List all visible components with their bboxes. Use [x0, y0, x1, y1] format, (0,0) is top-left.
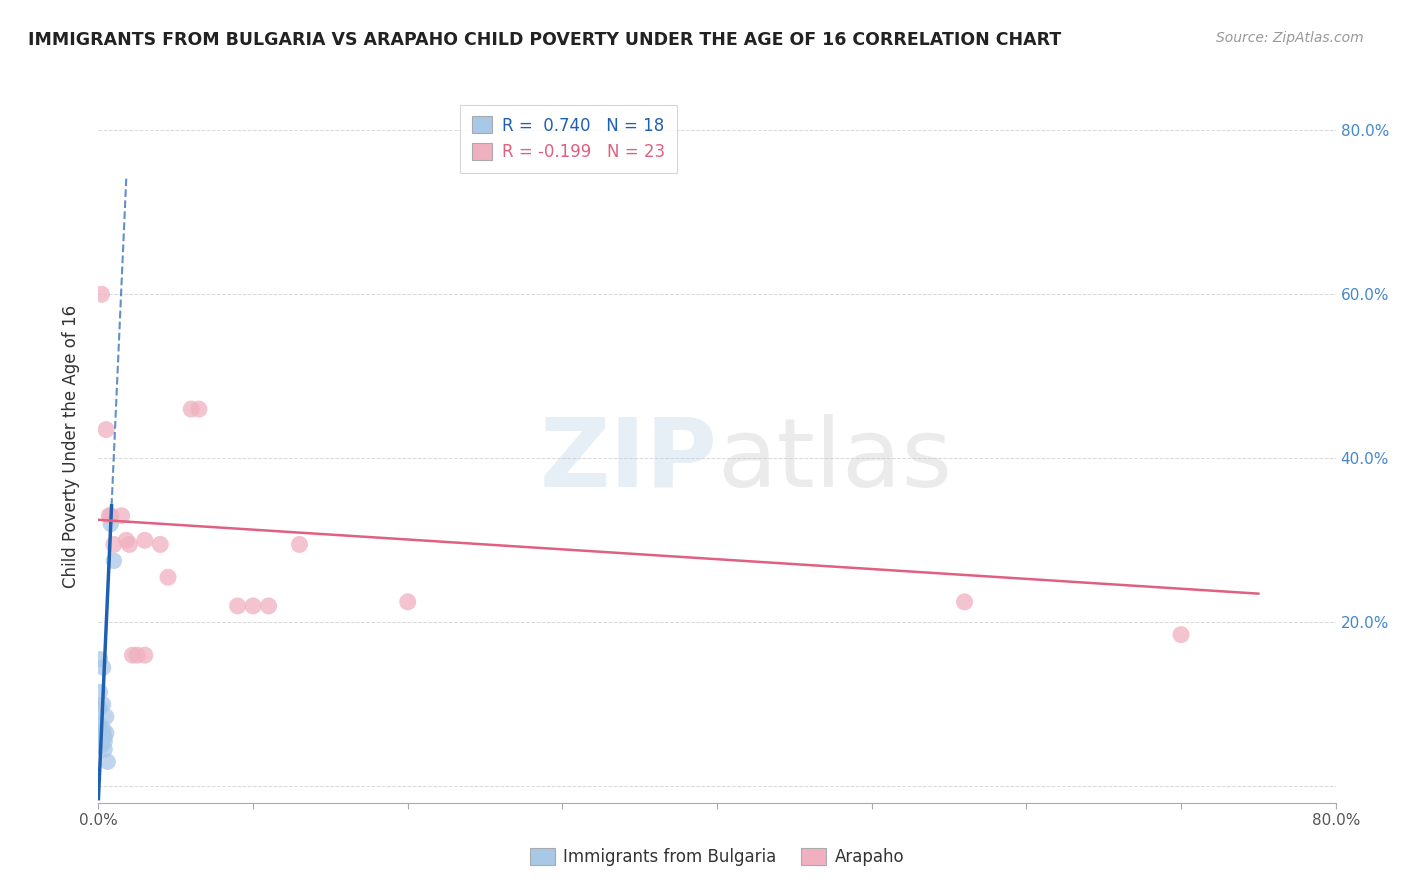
Point — [98, 508, 121, 523]
Point — [96, 726, 118, 740]
Point — [89, 652, 111, 666]
Point — [118, 537, 141, 551]
Point — [242, 599, 264, 613]
Point — [89, 685, 111, 699]
Point — [953, 595, 976, 609]
Point — [127, 648, 149, 662]
Text: ZIP: ZIP — [538, 414, 717, 507]
Point — [97, 755, 120, 769]
Point — [100, 508, 122, 523]
Point — [257, 599, 280, 613]
Point — [149, 537, 172, 551]
Point — [100, 516, 122, 531]
Point — [93, 730, 115, 744]
Point — [93, 734, 115, 748]
Point — [91, 660, 114, 674]
Point — [134, 533, 156, 548]
Text: atlas: atlas — [717, 414, 952, 507]
Point — [89, 718, 111, 732]
Point — [90, 734, 112, 748]
Point — [115, 533, 138, 548]
Y-axis label: Child Poverty Under the Age of 16: Child Poverty Under the Age of 16 — [62, 304, 80, 588]
Point — [111, 508, 134, 523]
Point — [91, 722, 114, 736]
Point — [1170, 627, 1192, 641]
Point — [93, 742, 115, 756]
Point — [188, 402, 211, 417]
Point — [288, 537, 311, 551]
Point — [103, 537, 125, 551]
Text: Source: ZipAtlas.com: Source: ZipAtlas.com — [1216, 31, 1364, 45]
Point — [396, 595, 419, 609]
Text: IMMIGRANTS FROM BULGARIA VS ARAPAHO CHILD POVERTY UNDER THE AGE OF 16 CORRELATIO: IMMIGRANTS FROM BULGARIA VS ARAPAHO CHIL… — [28, 31, 1062, 49]
Legend: Immigrants from Bulgaria, Arapaho: Immigrants from Bulgaria, Arapaho — [523, 841, 911, 873]
Point — [91, 698, 114, 712]
Point — [89, 701, 111, 715]
Point — [90, 726, 112, 740]
Point — [121, 648, 143, 662]
Point — [180, 402, 202, 417]
Point — [90, 287, 112, 301]
Point — [134, 648, 156, 662]
Point — [96, 423, 118, 437]
Point — [96, 709, 118, 723]
Point — [226, 599, 249, 613]
Point — [103, 554, 125, 568]
Point — [90, 739, 112, 753]
Point — [157, 570, 180, 584]
